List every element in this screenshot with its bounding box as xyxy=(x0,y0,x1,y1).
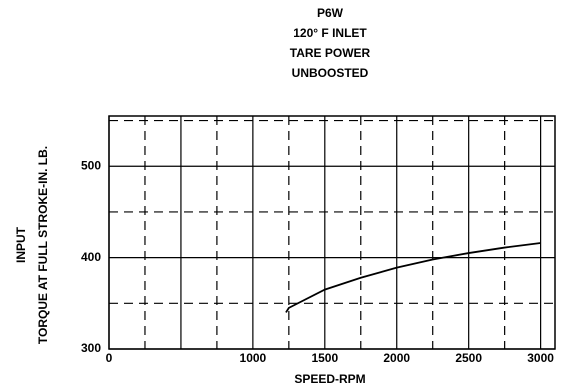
x-tick-label: 0 xyxy=(106,351,113,365)
x-tick-label: 1500 xyxy=(311,351,338,365)
chart-title: 120° F INLET xyxy=(293,26,367,40)
y-tick-label: 400 xyxy=(81,250,101,264)
chart-title: TARE POWER xyxy=(290,46,371,60)
plot-frame xyxy=(108,115,556,350)
chart-title: P6W xyxy=(317,6,344,20)
title: P6W 120° F INLET TARE POWER UNBOOSTED xyxy=(290,6,371,80)
y-tick-label: 500 xyxy=(81,158,101,172)
data-line xyxy=(285,242,541,313)
x-tick-label: 1000 xyxy=(240,351,267,365)
x-axis-label: SPEED-RPM xyxy=(294,372,365,386)
y-axis-label: TORQUE AT FULL STROKE-IN. LB. xyxy=(36,146,50,344)
x-tick-label: 3000 xyxy=(527,351,554,365)
x-tick-label: 2500 xyxy=(455,351,482,365)
chart-title: UNBOOSTED xyxy=(292,66,369,80)
y-tick-label: 300 xyxy=(81,341,101,355)
x-tick-label: 2000 xyxy=(383,351,410,365)
y-axis-label: INPUT xyxy=(14,226,28,263)
